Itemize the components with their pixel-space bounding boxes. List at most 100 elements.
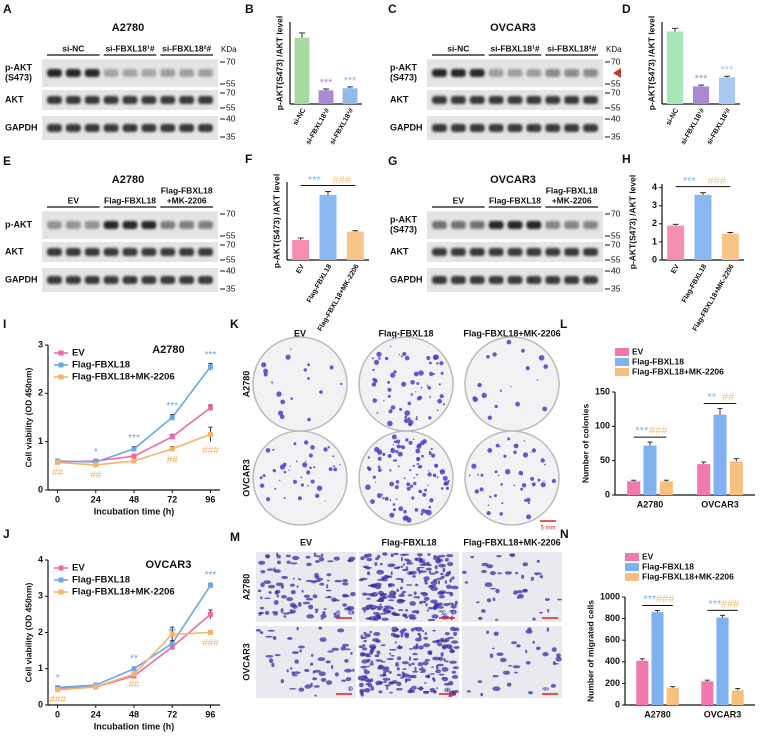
cell (382, 671, 387, 677)
x-tick-label: EV (670, 263, 681, 275)
cell (446, 554, 454, 558)
cell (326, 579, 330, 582)
colony (305, 460, 307, 462)
cell (315, 610, 318, 614)
x-tick-label: EV (295, 263, 306, 275)
colony (436, 476, 439, 479)
cell (290, 590, 296, 595)
cell (391, 626, 399, 632)
colony (376, 412, 379, 414)
cell (314, 694, 317, 697)
blot-band (526, 124, 542, 132)
panel-letter: F (245, 152, 252, 166)
cell (492, 674, 499, 678)
significance: ## (167, 455, 179, 466)
colony (310, 479, 315, 484)
bar (342, 88, 358, 104)
cell (382, 608, 386, 613)
group-label: EV (68, 195, 80, 205)
bar (651, 612, 664, 705)
cell (305, 555, 311, 559)
colony (424, 488, 428, 492)
colony (499, 446, 501, 448)
colony (427, 484, 429, 487)
cell (365, 683, 370, 686)
legend-label: Flag-FBXL18+MK-2206 (642, 571, 734, 581)
cell (291, 651, 299, 655)
colony (279, 414, 285, 420)
colony (372, 357, 374, 360)
error-bar (647, 441, 653, 446)
row-label: GAPDH (5, 122, 38, 132)
blot-band (103, 276, 119, 284)
cell (372, 638, 380, 642)
group-label: si-FBXL18¹# (490, 43, 539, 53)
cell (496, 572, 503, 575)
colony (408, 419, 414, 425)
cell (282, 612, 291, 615)
plate (252, 430, 348, 526)
micrograph (462, 552, 562, 622)
colony (445, 486, 449, 490)
cell (283, 615, 287, 618)
blot-band (432, 69, 447, 77)
cell (424, 632, 427, 636)
cell (364, 554, 368, 556)
colony (486, 510, 491, 516)
cell (382, 552, 388, 556)
cell (363, 640, 367, 643)
blot-band (160, 248, 176, 256)
blot-band (65, 69, 81, 77)
cell (396, 681, 402, 687)
panel-letter: G (388, 154, 397, 168)
colony (309, 466, 312, 470)
cell (539, 611, 543, 614)
y-axis-label: Cell viability (OD 450nm) (23, 582, 33, 682)
colony (365, 484, 371, 491)
colony (526, 514, 532, 520)
blot-band (65, 276, 81, 284)
cell (389, 691, 393, 694)
point (93, 462, 99, 468)
legend-label: Flag-FBXL18+MK-2206 (632, 366, 724, 376)
cell (310, 662, 314, 666)
cell (556, 653, 561, 658)
point (207, 431, 213, 437)
cell (514, 572, 519, 575)
cell (402, 613, 407, 617)
colony (513, 484, 516, 487)
cell (390, 571, 393, 576)
significance: *** (205, 570, 217, 581)
significance: ## (128, 680, 140, 691)
y-axis-label: p-AKT(S473) /AKT level (274, 16, 284, 110)
bar (659, 481, 673, 495)
cell (444, 580, 448, 584)
colony (420, 386, 423, 389)
blot-band (450, 96, 466, 104)
colony (495, 443, 500, 448)
cell (325, 589, 332, 592)
blot-band (507, 221, 523, 229)
x-tick-label: 24 (91, 494, 101, 504)
x-tick-label: si-NC (292, 107, 307, 126)
colony (421, 454, 424, 458)
cell (376, 613, 381, 618)
colony (520, 473, 523, 476)
cell (516, 590, 523, 594)
group-label: si-FBXL18²# (162, 43, 211, 53)
cell (453, 631, 458, 637)
cell (320, 553, 324, 557)
blot-band (47, 124, 62, 132)
cell (396, 673, 402, 677)
colony (271, 381, 274, 384)
x-tick-label: si-FBXL18²# (329, 107, 355, 146)
marker-label: 55 (611, 102, 621, 112)
row-label: AKT (390, 94, 409, 104)
colony (404, 355, 410, 361)
significance: *** (205, 350, 217, 361)
cell (379, 603, 382, 606)
error-bar (352, 230, 359, 232)
cell (313, 669, 321, 673)
y-axis-label: p-AKT(S473) /AKT level (646, 16, 656, 110)
error-bar (639, 658, 645, 661)
